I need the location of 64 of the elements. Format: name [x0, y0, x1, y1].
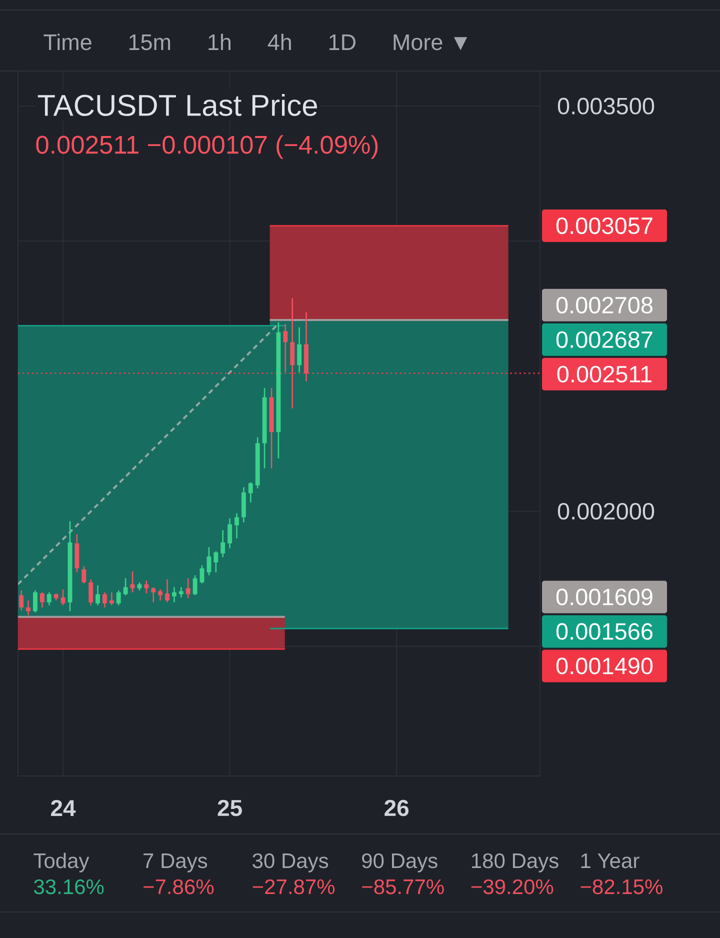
text: 1D	[330, 34, 356, 50]
candlestick	[109, 592, 114, 606]
candlestick	[228, 518, 232, 549]
text: 0.002687	[556, 331, 652, 348]
candlestick	[214, 550, 218, 573]
candlestick	[283, 323, 288, 373]
text: 1h	[208, 34, 230, 50]
candlestick	[60, 588, 66, 606]
candlestick	[96, 584, 100, 606]
candlestick	[178, 586, 184, 598]
data-label: 33.16%	[34, 879, 104, 894]
text: 0.003057	[556, 217, 652, 234]
category-label: 90 Days	[362, 853, 438, 872]
category-label: 7 Days	[144, 854, 208, 872]
text: 0.001609	[556, 588, 652, 606]
text: 15m	[129, 34, 170, 50]
text: Time	[44, 34, 92, 50]
candlestick	[144, 580, 149, 594]
category-label: 180 Days	[472, 853, 558, 872]
candlestick	[192, 574, 198, 596]
text: 0.002708	[556, 296, 652, 314]
data-label: −82.15%	[580, 879, 662, 894]
text: 0.001490	[556, 658, 653, 674]
candlestick	[82, 566, 86, 584]
category-label: 1 Year	[581, 854, 640, 868]
text: 0.001566	[556, 623, 652, 640]
x-tick-label: 24	[51, 800, 76, 816]
x-tick-label: 25	[218, 800, 242, 816]
category-label: Today	[34, 852, 90, 872]
candlestick	[186, 578, 190, 599]
candlestick	[46, 592, 52, 606]
candlestick	[165, 578, 170, 603]
data-label: −7.86%	[144, 879, 214, 894]
candlestick	[172, 586, 176, 603]
candlestick	[33, 590, 38, 613]
data-label: −39.20%	[471, 879, 554, 894]
text: More ▼	[394, 34, 468, 50]
text: 0.002511 −0.000107 (−4.09%)	[36, 135, 378, 159]
candlestick	[297, 326, 302, 373]
y-tick-label: 0.002000	[558, 502, 654, 520]
y-tick-label: 0.003500	[558, 98, 654, 114]
data-label: −27.87%	[252, 879, 335, 894]
candlestick	[102, 592, 107, 608]
data-label: −85.77%	[362, 879, 444, 894]
x-tick-label: 26	[384, 800, 409, 816]
candlestick	[130, 570, 135, 593]
candlestick	[206, 546, 212, 576]
candlestick	[200, 564, 204, 584]
category-label: 30 Days	[252, 853, 328, 872]
candlestick	[88, 578, 94, 606]
text: 4h	[268, 34, 291, 50]
candlestick	[123, 578, 128, 596]
candlestick	[151, 586, 156, 603]
candlestick	[116, 590, 121, 606]
candlestick	[290, 298, 295, 410]
candlestick	[19, 590, 24, 612]
candlestick	[40, 592, 44, 608]
candlestick	[248, 482, 253, 504]
candlestick	[158, 588, 163, 602]
ref-line-label: 0.002511	[557, 366, 652, 382]
candlestick	[26, 600, 31, 616]
candlestick	[234, 512, 239, 539]
text: TACUSDT Last Price	[38, 94, 318, 116]
candlestick	[220, 530, 226, 558]
